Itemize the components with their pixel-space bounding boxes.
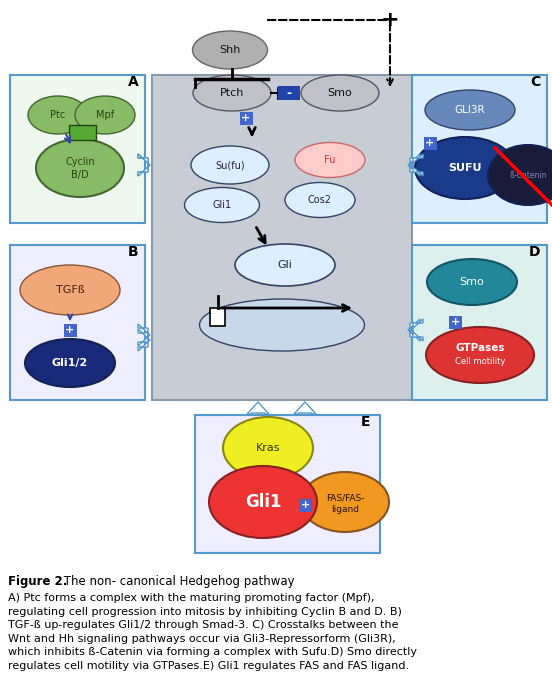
Ellipse shape xyxy=(191,146,269,184)
Text: A: A xyxy=(128,75,139,89)
Text: Smo: Smo xyxy=(460,277,484,287)
Bar xyxy=(210,308,225,326)
Bar xyxy=(449,316,462,329)
Bar xyxy=(10,245,145,400)
Bar xyxy=(64,324,77,337)
Text: ligand: ligand xyxy=(331,505,359,514)
Text: E: E xyxy=(360,415,370,429)
Bar xyxy=(278,86,300,100)
Text: Ptc: Ptc xyxy=(50,110,66,120)
Ellipse shape xyxy=(295,143,365,178)
Text: Cyclin: Cyclin xyxy=(65,157,95,167)
Text: C: C xyxy=(530,75,540,89)
Text: Kras: Kras xyxy=(256,443,280,453)
FancyArrow shape xyxy=(408,319,420,341)
Ellipse shape xyxy=(75,96,135,134)
Text: TGFß: TGFß xyxy=(56,285,84,295)
Ellipse shape xyxy=(25,339,115,387)
Bar xyxy=(152,75,412,400)
Bar xyxy=(240,112,253,125)
Ellipse shape xyxy=(301,75,379,111)
Text: Mpf: Mpf xyxy=(96,110,114,120)
Text: Su(fu): Su(fu) xyxy=(215,160,245,170)
Ellipse shape xyxy=(488,145,552,205)
Ellipse shape xyxy=(193,31,268,69)
Text: Shh: Shh xyxy=(219,45,241,55)
Ellipse shape xyxy=(427,259,517,305)
Text: +: + xyxy=(426,138,434,148)
Text: +: + xyxy=(65,325,75,335)
Text: Gli1/2: Gli1/2 xyxy=(52,358,88,368)
Text: Cell motility: Cell motility xyxy=(455,358,505,367)
FancyArrow shape xyxy=(138,154,150,176)
Text: GTPases: GTPases xyxy=(455,343,505,353)
Bar xyxy=(412,245,547,400)
FancyArrow shape xyxy=(138,324,150,346)
Ellipse shape xyxy=(209,466,317,538)
Ellipse shape xyxy=(415,137,515,199)
Text: +: + xyxy=(241,113,251,123)
Ellipse shape xyxy=(235,244,335,286)
Ellipse shape xyxy=(184,188,259,223)
Ellipse shape xyxy=(36,139,124,197)
Text: Gli: Gli xyxy=(278,260,293,270)
Bar xyxy=(299,499,312,512)
Bar xyxy=(412,75,547,223)
Text: +: + xyxy=(300,500,310,510)
Bar xyxy=(424,137,437,150)
Ellipse shape xyxy=(301,472,389,532)
Text: Gli1: Gli1 xyxy=(213,200,231,210)
Text: +: + xyxy=(381,10,399,30)
Text: FAS/FAS-: FAS/FAS- xyxy=(326,494,364,503)
Ellipse shape xyxy=(285,183,355,218)
FancyArrow shape xyxy=(247,402,269,414)
Text: The non- canonical Hedgehog pathway: The non- canonical Hedgehog pathway xyxy=(60,575,295,588)
Ellipse shape xyxy=(193,75,271,111)
Ellipse shape xyxy=(199,299,364,351)
Text: Smo: Smo xyxy=(328,88,352,98)
FancyArrow shape xyxy=(294,402,316,414)
FancyArrow shape xyxy=(408,154,420,176)
Ellipse shape xyxy=(426,327,534,383)
Text: Gli1: Gli1 xyxy=(245,493,282,511)
Bar xyxy=(69,125,96,140)
Text: Ptch: Ptch xyxy=(220,88,244,98)
Text: B/D: B/D xyxy=(71,170,89,180)
Bar xyxy=(10,75,145,223)
Text: ß-Catenin: ß-Catenin xyxy=(509,171,546,179)
Ellipse shape xyxy=(425,90,515,130)
Text: GLI3R: GLI3R xyxy=(455,105,485,115)
FancyArrow shape xyxy=(138,329,150,351)
Text: Figure 2.: Figure 2. xyxy=(8,575,67,588)
Text: -: - xyxy=(286,87,291,99)
Text: +: + xyxy=(450,317,460,327)
Ellipse shape xyxy=(28,96,88,134)
FancyArrow shape xyxy=(138,154,150,176)
Ellipse shape xyxy=(20,265,120,315)
Text: Cos2: Cos2 xyxy=(308,195,332,205)
Text: SUFU: SUFU xyxy=(448,163,482,173)
Text: A) Ptc forms a complex with the maturing promoting factor (Mpf),
regulating cell: A) Ptc forms a complex with the maturing… xyxy=(8,593,417,671)
FancyArrow shape xyxy=(411,154,423,176)
Ellipse shape xyxy=(223,417,313,479)
Text: D: D xyxy=(529,245,541,259)
Text: B: B xyxy=(128,245,139,259)
Bar xyxy=(195,415,380,553)
Text: Fu: Fu xyxy=(325,155,336,165)
FancyArrow shape xyxy=(411,319,423,341)
